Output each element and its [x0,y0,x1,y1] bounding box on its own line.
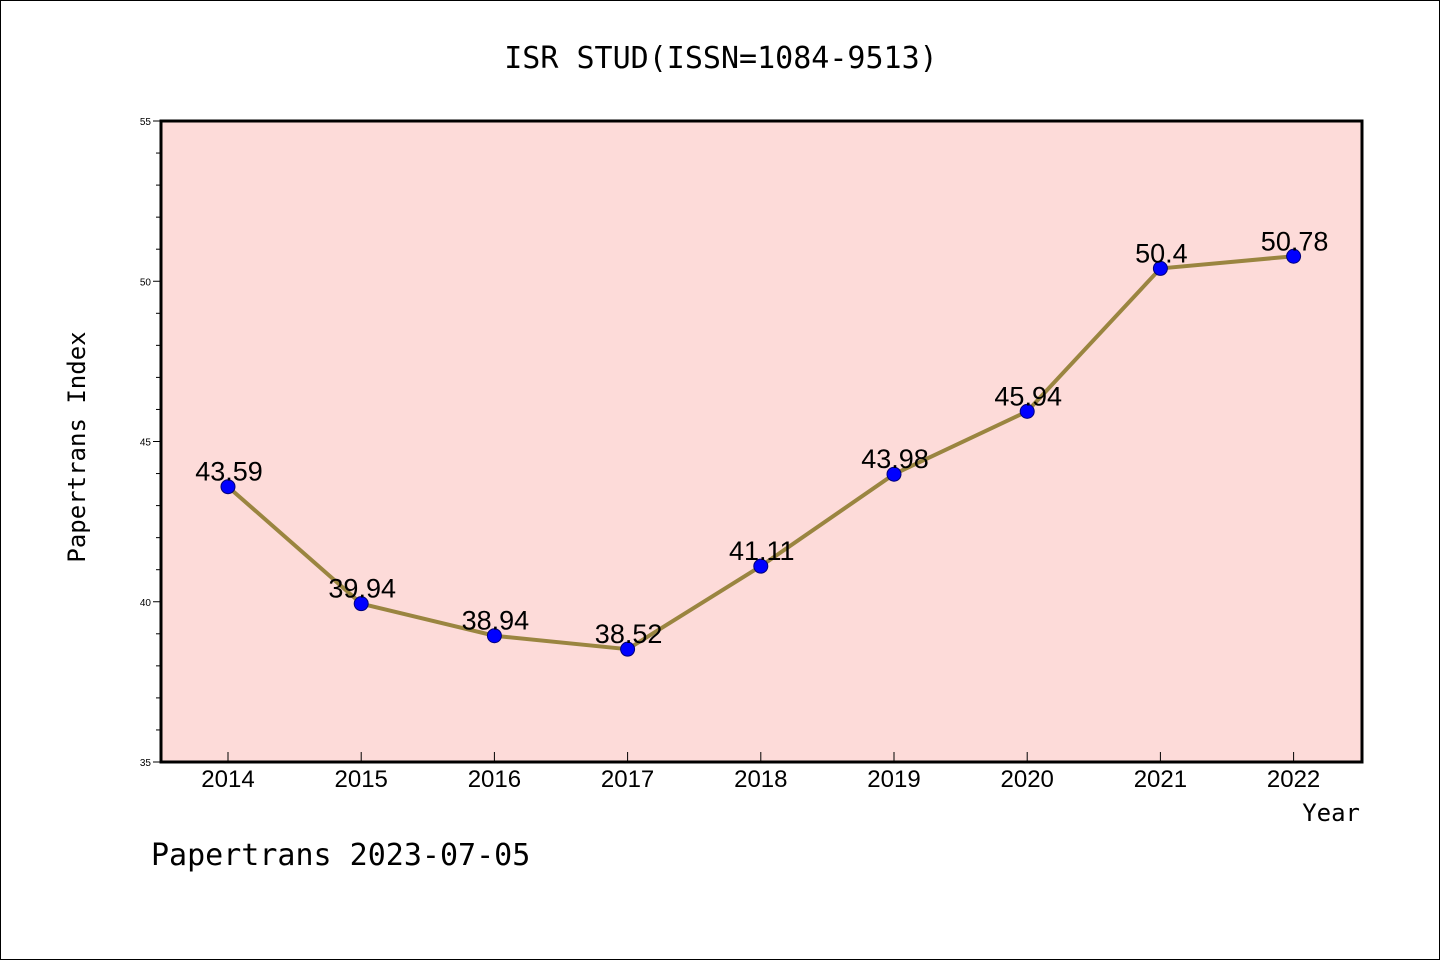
data-point [753,558,769,574]
footer-text: Papertrans 2023-07-05 [151,838,530,873]
x-axis: 2014 2015 2016 2017 2018 2019 2020 2021 2022 [201,752,1320,793]
data-label: 38.94 [462,606,530,636]
data-label: 50.78 [1261,226,1329,256]
x-tick-label: 2017 [601,766,654,793]
plot-area [161,121,1362,762]
data-point [1286,248,1302,264]
data-point [353,596,369,612]
data-label: 43.59 [195,457,263,487]
data-label: 38.52 [595,619,663,649]
x-tick-label: 2019 [867,766,920,793]
data-label: 41.11 [729,536,795,566]
y-tick-label: 40 [140,598,152,609]
data-point [886,466,902,482]
x-tick-label: 2018 [734,766,787,793]
y-tick-label: 50 [140,277,152,288]
data-point [220,479,236,495]
x-tick-label: 2022 [1267,766,1320,793]
plot-border [159,119,1364,764]
data-point [486,628,502,644]
data-label: 39.94 [328,574,396,604]
data-label: 50.4 [1135,238,1188,268]
x-tick-label: 2016 [468,766,521,793]
y-tick-label: 45 [140,438,152,449]
y-tick-label: 35 [140,758,152,769]
data-point [1019,403,1035,419]
x-tick-label: 2021 [1134,766,1187,793]
chart-title: ISR STUD(ISSN=1084-9513) [504,41,937,76]
data-label: 45.94 [994,381,1062,411]
data-point [1152,260,1168,276]
data-labels: 43.59 39.94 38.94 38.52 41.11 43.98 45.94 50.4 5… [195,226,1328,649]
data-point [620,641,636,657]
x-tick-label: 2020 [1001,766,1054,793]
y-axis: 35 40 45 50 55 [140,117,161,769]
x-tick-label: 2014 [201,766,254,793]
y-axis-title: Papertrans Index [63,331,91,562]
x-tick-label: 2015 [335,766,388,793]
data-label: 43.98 [861,444,929,474]
y-tick-label: 55 [140,117,152,128]
x-axis-title: Year [1302,799,1360,827]
series-layer [220,248,1302,657]
